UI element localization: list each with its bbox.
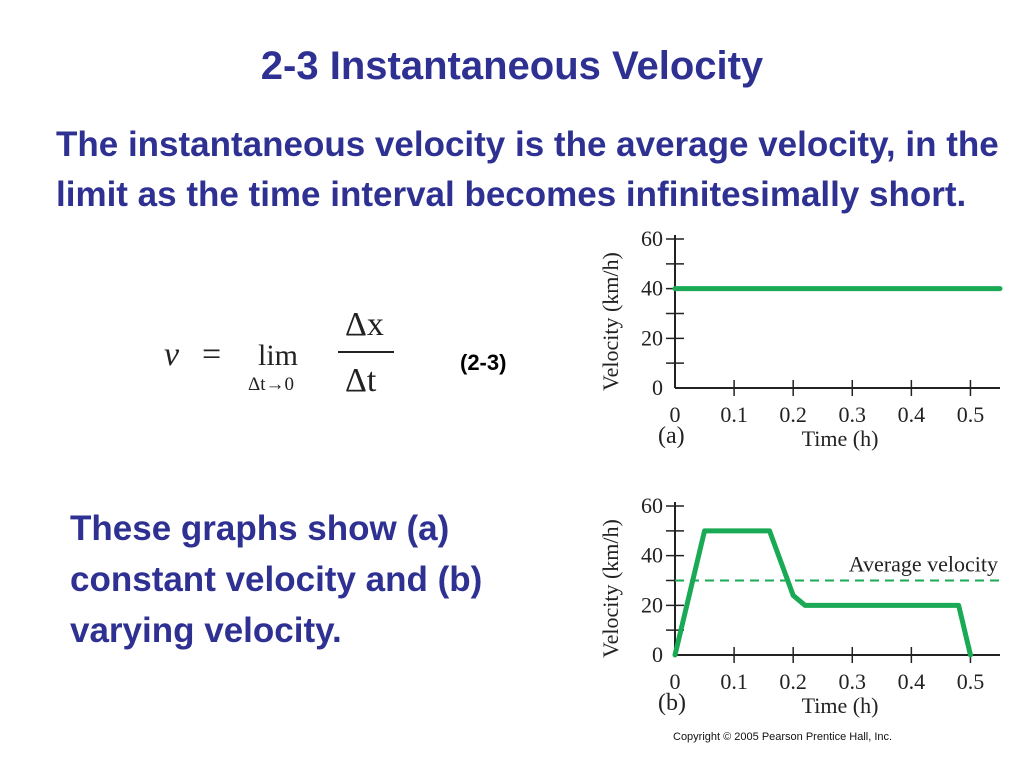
x-tick-label: 0.3 [839, 669, 867, 694]
equation-lhs: v [164, 336, 180, 373]
x-tick-label: 0.4 [898, 669, 926, 694]
x-tick-label: 0.5 [957, 402, 985, 427]
x-tick-label: 0 [670, 669, 681, 694]
x-axis-title: Time (h) [802, 693, 879, 718]
y-tick-label: 0 [652, 642, 663, 667]
y-tick-label: 20 [641, 325, 663, 350]
definition-paragraph: The instantaneous velocity is the averag… [56, 125, 999, 214]
y-tick-label: 60 [641, 493, 663, 518]
y-tick-label: 0 [652, 375, 663, 400]
y-tick-label: 60 [641, 226, 663, 251]
y-tick-label: 20 [641, 592, 663, 617]
x-tick-label: 0.3 [839, 402, 867, 427]
y-tick-label: 40 [641, 276, 663, 301]
y-axis-title: Velocity (km/h) [598, 252, 623, 391]
slide-title: 2-3 Instantaneous Velocity [260, 44, 764, 88]
x-tick-label: 0.2 [779, 669, 807, 694]
equation-equals: = [202, 336, 221, 373]
average-velocity-label: Average velocity [849, 552, 998, 577]
x-axis-title: Time (h) [802, 426, 879, 451]
x-tick-label: 0.4 [898, 402, 926, 427]
chart-varying-velocity: 0 0.1 0.2 0.3 0.4 0.5 0 20 40 60 Time (h) Velocity … [598, 493, 1000, 718]
equation-limit-subscript: Δt→0 [248, 374, 294, 395]
graphs-description-paragraph: These graphs show (a) constant velocity … [70, 509, 483, 650]
copyright-notice: Copyright © 2005 Pearson Prentice Hall, … [673, 731, 893, 743]
x-tick-label: 0 [670, 402, 681, 427]
equation-denominator: Δt [345, 362, 377, 399]
velocity-equation: v = lim Δt→0 Δx Δt [164, 306, 394, 399]
equation-numerator: Δx [345, 306, 384, 343]
equation-number: (2-3) [460, 350, 507, 375]
y-axis-title: Velocity (km/h) [598, 519, 623, 658]
x-tick-label: 0.5 [957, 669, 985, 694]
x-tick-label: 0.1 [720, 669, 748, 694]
panel-label: (b) [658, 690, 686, 716]
y-tick-label: 40 [641, 543, 663, 568]
chart-constant-velocity: 0 0.1 0.2 0.3 0.4 0.5 0 20 40 60 Time (h) Velocity … [598, 226, 1003, 451]
panel-label: (a) [658, 423, 685, 449]
x-tick-label: 0.2 [779, 402, 807, 427]
x-tick-label: 0.1 [720, 402, 748, 427]
equation-lim: lim [258, 339, 298, 372]
velocity-curve [672, 528, 973, 658]
